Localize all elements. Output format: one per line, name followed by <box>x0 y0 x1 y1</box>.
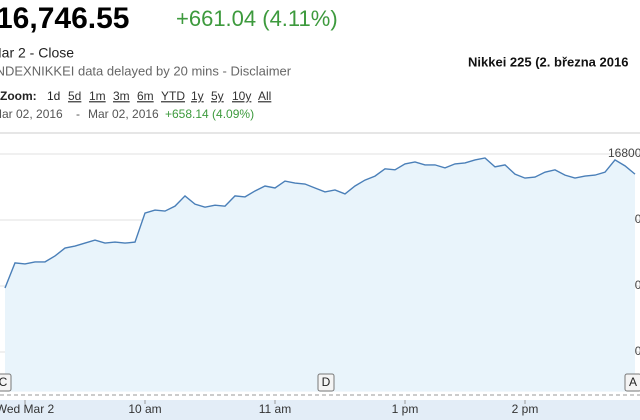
zoom-option[interactable]: 1y <box>191 89 204 103</box>
x-axis-band <box>0 400 640 420</box>
index-title: Nikkei 225 (2. března 2016 <box>468 54 628 69</box>
x-tick-label: 10 am <box>128 402 161 416</box>
x-tick-label: 1 pm <box>392 402 419 416</box>
zoom-option[interactable]: All <box>258 89 271 103</box>
close-label: Mar 2 - Close <box>0 45 74 61</box>
range-separator: - <box>76 107 80 121</box>
zoom-option[interactable]: 1m <box>89 89 106 103</box>
x-tick-label: 11 am <box>259 402 291 416</box>
zoom-option[interactable]: 10y <box>232 89 251 103</box>
zoom-option[interactable]: 5d <box>68 89 81 103</box>
range-change: +658.14 (4.09%) <box>165 107 254 121</box>
event-flag-label: A <box>629 375 637 389</box>
event-flag <box>624 373 640 392</box>
event-flag-label: C <box>0 375 8 389</box>
zoom-option[interactable]: 5y <box>211 89 224 103</box>
price-line <box>4 157 636 289</box>
range-start: Mar 02, 2016 <box>0 107 63 121</box>
disclaimer: INDEXNIKKEI data delayed by 20 mins - Di… <box>0 63 292 78</box>
event-flag <box>317 373 335 392</box>
zoom-option[interactable]: 6m <box>137 89 154 103</box>
price: 16,746.55 <box>0 2 129 35</box>
y-tick-label: 16800 <box>608 146 640 160</box>
zoom-option[interactable]: 1d <box>47 89 60 103</box>
range-end: Mar 02, 2016 <box>88 107 159 121</box>
zoom-option[interactable]: YTD <box>161 89 185 103</box>
area-fill <box>5 157 635 392</box>
x-tick-label: Wed Mar 2 <box>0 402 55 416</box>
zoom-label: Zoom: <box>0 89 37 103</box>
price-change: +661.04 (4.11%) <box>176 6 338 31</box>
event-flag <box>0 373 12 392</box>
event-flag-label: D <box>322 375 331 389</box>
x-tick-label: 2 pm <box>512 402 539 416</box>
zoom-option[interactable]: 3m <box>113 89 130 103</box>
